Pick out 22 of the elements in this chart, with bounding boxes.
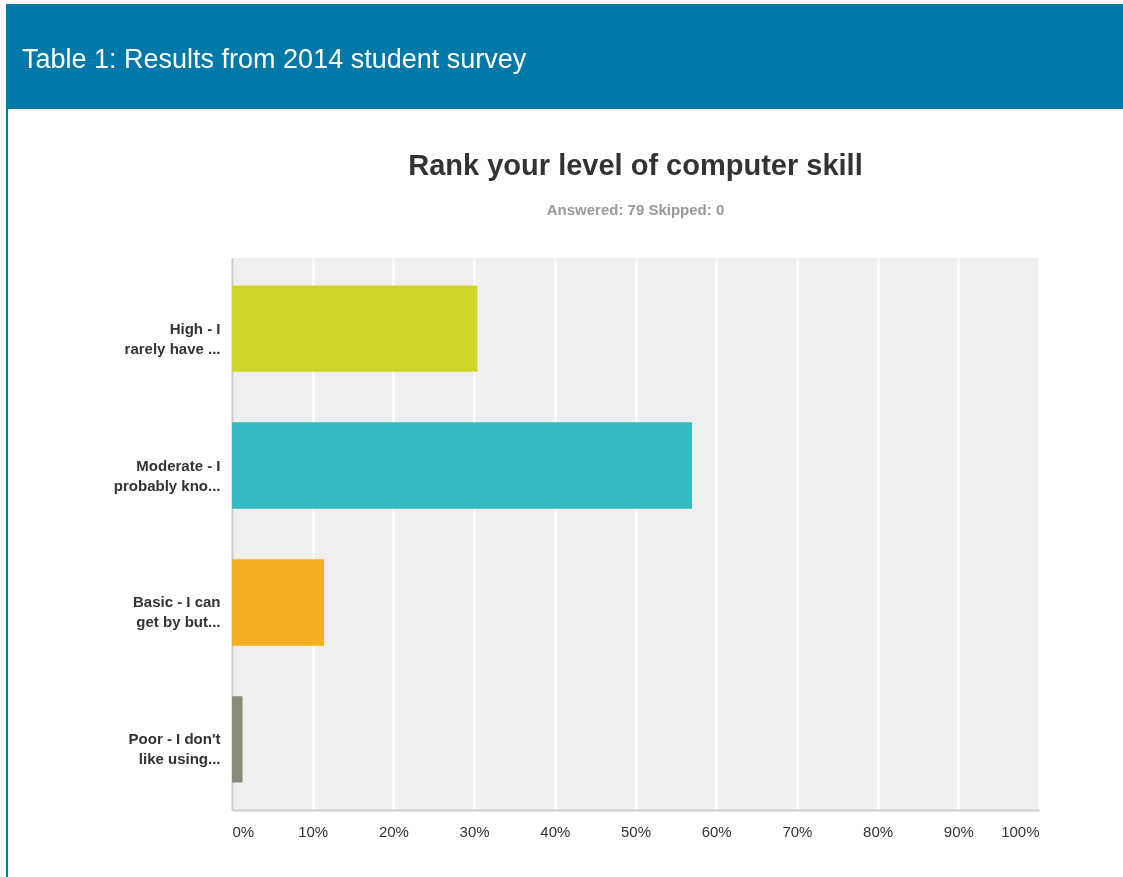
chart-title: Rank your level of computer skill	[408, 149, 863, 181]
y-tick-label: Poor - I don't like using...	[128, 730, 221, 768]
chart-subtitle: Answered: 79 Skipped: 0	[546, 201, 725, 218]
x-tick-label: 60%	[701, 822, 732, 840]
bar	[232, 696, 243, 783]
x-tick-label: 70%	[782, 822, 813, 840]
x-tick-label: 50%	[620, 822, 652, 840]
x-tick-label: 40%	[540, 822, 571, 840]
bar	[232, 559, 324, 646]
x-tick-label: 30%	[459, 822, 490, 840]
y-tick-label: High - I rarely have ...	[124, 319, 221, 357]
bar	[232, 422, 692, 509]
bar	[232, 285, 478, 372]
x-tick-label: 10%	[298, 822, 329, 840]
x-tick-label: 100%	[1001, 822, 1040, 840]
y-tick-label: Basic - I can get by but...	[132, 593, 221, 631]
x-tick-label: 90%	[943, 822, 974, 840]
x-tick-label: 20%	[378, 822, 409, 840]
y-tick-label: Moderate - I probably kno...	[113, 456, 221, 494]
x-tick-label: 0%	[232, 822, 255, 840]
caption: Table 1: Results from 2014 student survey	[8, 4, 1123, 109]
x-tick-label: 80%	[863, 822, 894, 840]
